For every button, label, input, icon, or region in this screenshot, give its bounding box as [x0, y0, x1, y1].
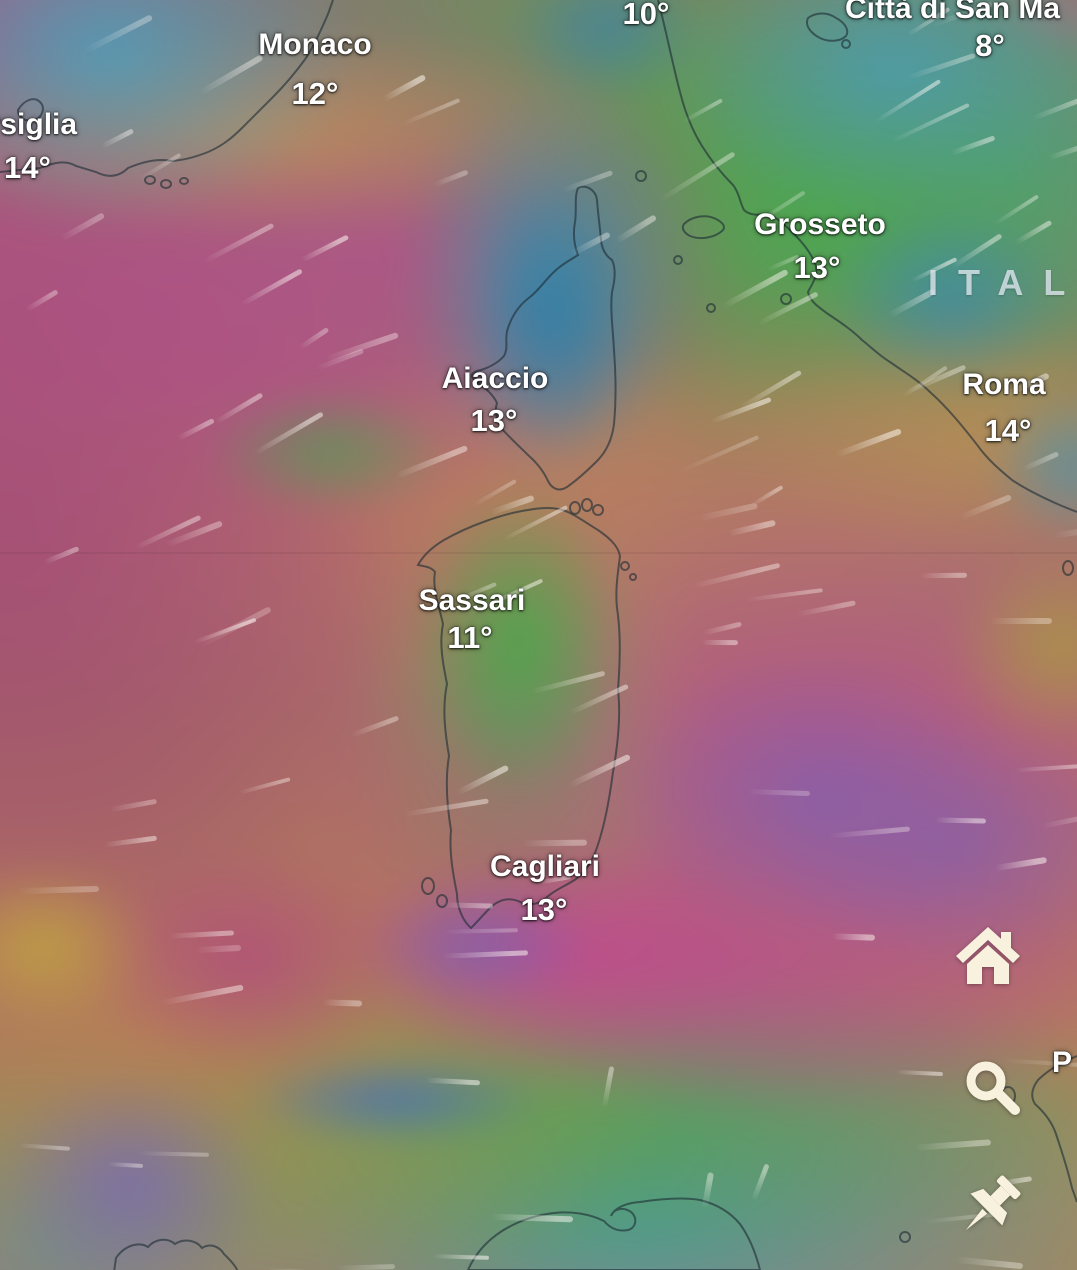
temperature-label: 13°: [470, 403, 518, 438]
temperature-label: 10°: [622, 0, 670, 31]
island: [629, 573, 637, 581]
tile-seam: [0, 552, 1077, 554]
search-button[interactable]: [956, 1051, 1028, 1123]
island: [635, 170, 647, 182]
island: [179, 177, 189, 185]
city-label: P: [1052, 1046, 1073, 1079]
island: [160, 179, 172, 189]
city-label: Grosseto: [754, 208, 886, 241]
coast-sicily: [466, 1197, 762, 1270]
island: [673, 255, 683, 265]
island: [421, 877, 435, 895]
island: [780, 293, 792, 305]
island-chain: [113, 1238, 239, 1270]
island: [569, 501, 581, 515]
island: [144, 175, 156, 185]
city-label: Cagliari: [489, 850, 601, 883]
island: [706, 303, 716, 313]
city-label: Città di San Ma: [845, 0, 1061, 25]
coast-italy: [657, 0, 1077, 513]
island: [1062, 560, 1074, 576]
island: [581, 498, 593, 512]
temperature-label: 8°: [975, 28, 1005, 63]
temperature-label: 12°: [291, 76, 339, 111]
city-label: arsiglia: [0, 108, 78, 141]
temperature-label: 13°: [520, 892, 568, 927]
city-label: Monaco: [258, 28, 372, 61]
pin-icon: [965, 1175, 1021, 1231]
home-icon: [956, 927, 1020, 984]
country-label: ITAL: [928, 262, 1077, 303]
coast-corsica: [471, 185, 617, 491]
temperature-label: 14°: [984, 413, 1032, 448]
coast-sardinia: [416, 507, 622, 930]
coast-sicily-west: [1031, 1055, 1077, 1203]
island-elba: [681, 215, 726, 240]
island: [899, 1231, 911, 1243]
island: [841, 39, 851, 49]
city-label: Sassari: [418, 584, 526, 617]
temperature-label: 14°: [4, 150, 51, 185]
pin-button[interactable]: [952, 1172, 1024, 1244]
home-button[interactable]: [952, 919, 1024, 991]
coast-lagoon: [16, 98, 44, 122]
temperature-label: 13°: [793, 250, 841, 285]
city-label: Roma: [962, 368, 1046, 401]
temperature-label: 11°: [447, 620, 493, 655]
coast-france: [0, 0, 334, 177]
city-label: Aiaccio: [441, 362, 549, 395]
search-icon: [966, 1061, 1020, 1115]
island: [592, 504, 604, 516]
island: [436, 894, 448, 908]
island-chain: [806, 12, 849, 42]
island: [620, 561, 630, 571]
